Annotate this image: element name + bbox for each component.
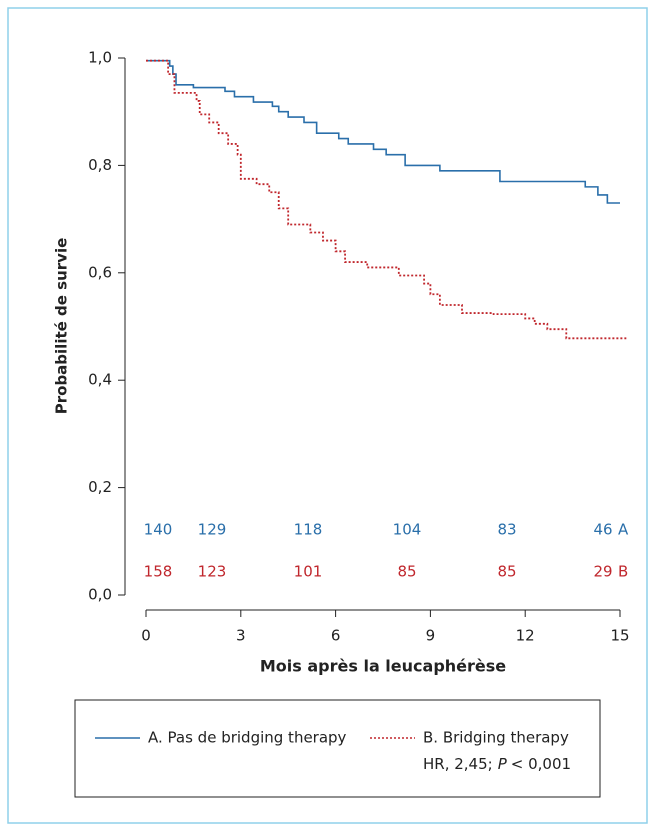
at-risk-count: 29 [593,563,612,581]
y-axis-label: Probabilité de survie [53,238,71,415]
frame [7,7,648,824]
y-tick-label: 1,0 [88,49,112,67]
survival-curve [146,59,627,340]
legend-box [74,699,601,798]
x-tick-label: 12 [516,627,535,645]
at-risk-count: 129 [198,521,227,539]
at-risk-group: B [618,563,628,581]
x-tick-label: 3 [236,627,246,645]
at-risk-group: A [618,521,629,539]
y-tick-label: 0,6 [88,263,112,281]
at-risk-count: 85 [397,563,416,581]
x-tick-label: 9 [426,627,436,645]
at-risk-count: 123 [198,563,227,581]
annotation-prefix: HR, 2,45; [423,755,493,773]
at-risk-count: 158 [144,563,173,581]
x-tick-label: 15 [610,627,629,645]
at-risk-count: 118 [294,521,323,539]
annotation: HR, 2,45; P < 0,001 [423,755,571,773]
at-risk-count: 104 [393,521,422,539]
at-risk-count: 140 [144,521,173,539]
legend-label: A. Pas de bridging therapy [148,729,347,747]
y-tick-label: 0,4 [88,371,112,389]
annotation-suffix: < 0,001 [511,755,571,773]
at-risk-count: 83 [497,521,516,539]
annotation-italic: P [498,755,508,773]
at-risk-count: 85 [497,563,516,581]
survival-curve [146,59,620,204]
y-tick-label: 0,2 [88,478,112,496]
at-risk-count: 101 [294,563,323,581]
y-tick-label: 0,8 [88,156,112,174]
x-axis-label: Mois après la leucaphérèse [260,657,506,676]
y-tick-label: 0,0 [88,586,112,604]
at-risk-count: 46 [593,521,612,539]
legend-label: B. Bridging therapy [423,729,569,747]
x-tick-label: 0 [141,627,151,645]
x-tick-label: 6 [331,627,341,645]
